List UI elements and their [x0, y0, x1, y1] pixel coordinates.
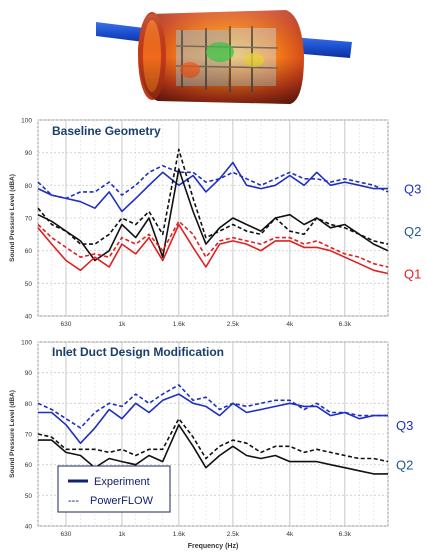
- chart-2-xtick-2-5k: 2.5k: [227, 531, 240, 538]
- chart-2-ytick-40: 40: [25, 524, 33, 531]
- chart-2-label-q3: Q3: [396, 418, 413, 433]
- inlet-duct-modification-chart: 40 50 60 70 80 90 100 630 1k 1.6k 2.5k 4k 6.3k Sound …: [9, 340, 413, 551]
- chart-1-label-q1: Q1: [404, 267, 421, 282]
- chart-2-xtick-1-6k: 1.6k: [173, 531, 186, 538]
- chart-1-ytick-100: 100: [21, 118, 32, 125]
- chart-1-xtick-1-6k: 1.6k: [173, 321, 186, 328]
- baseline-geometry-chart: 40 50 60 70 80 90 100 630 1k 1.6k 2.5k 4k 6.3k Sound …: [9, 118, 421, 329]
- chart-1-ytick-80: 80: [25, 183, 33, 190]
- chart-2-ytick-80: 80: [25, 401, 33, 408]
- chart-1-ytick-50: 50: [25, 281, 33, 288]
- chart-1-series-q1-dashed: [37, 220, 389, 268]
- chart-1-ytick-40: 40: [25, 314, 33, 321]
- chart-1-ytick-70: 70: [25, 216, 33, 223]
- chart-1-title: Baseline Geometry: [52, 124, 161, 138]
- chart-1-series-q1-solid: [37, 223, 389, 275]
- chart-1-series-q3-solid: [37, 161, 388, 213]
- chart-2-label-q2: Q2: [396, 458, 413, 473]
- chart-2-title: Inlet Duct Design Modification: [52, 345, 224, 359]
- chart-2-xtick-4k: 4k: [286, 531, 294, 538]
- chart-1-grid: [37, 119, 389, 317]
- chart-1-xtick-1k: 1k: [118, 321, 126, 328]
- chart-2-y-axis-label: Sound Pressure Level (dBA): [9, 390, 16, 478]
- chart-2-ytick-70: 70: [25, 432, 33, 439]
- chart-2-series-q2-dashed: [37, 417, 389, 463]
- chart-2-xtick-630: 630: [61, 531, 72, 538]
- chart-2-xtick-1k: 1k: [118, 531, 126, 538]
- chart-2-legend: Experiment --- PowerFLOW: [57, 465, 171, 513]
- chart-1-series-q3-dashed: [37, 164, 389, 200]
- chart-1-xtick-2-5k: 2.5k: [227, 321, 240, 328]
- chart-2-ytick-100: 100: [21, 340, 32, 347]
- chart-1-xtick-4k: 4k: [286, 321, 294, 328]
- chart-2-series-q3-solid: [38, 393, 388, 444]
- chart-1-y-axis-label: Sound Pressure Level (dBA): [9, 174, 16, 262]
- chart-1-ytick-60: 60: [25, 248, 33, 255]
- chart-1-xtick-6-3k: 6.3k: [339, 321, 352, 328]
- legend-swatch-powerflow: ---: [68, 495, 79, 507]
- muffler-body: [138, 10, 304, 104]
- chart-1-label-q3: Q3: [404, 182, 421, 197]
- legend-label-powerflow: PowerFLOW: [90, 495, 154, 507]
- chart-1-label-q2: Q2: [404, 224, 421, 239]
- chart-2-ytick-60: 60: [25, 462, 33, 469]
- chart-2-ytick-50: 50: [25, 493, 33, 500]
- chart-2-x-axis-label: Frequency (Hz): [188, 543, 239, 550]
- muffler-simulation-image: [96, 10, 352, 104]
- chart-1-series-q2-dashed: [37, 148, 389, 245]
- chart-2-xtick-6-3k: 6.3k: [339, 531, 352, 538]
- chart-1-xtick-630: 630: [61, 321, 72, 328]
- chart-2-ytick-90: 90: [25, 370, 33, 377]
- chart-1-ytick-90: 90: [25, 150, 33, 157]
- chart-2-series-q3-dashed: [37, 384, 388, 429]
- legend-label-experiment: Experiment: [94, 476, 150, 488]
